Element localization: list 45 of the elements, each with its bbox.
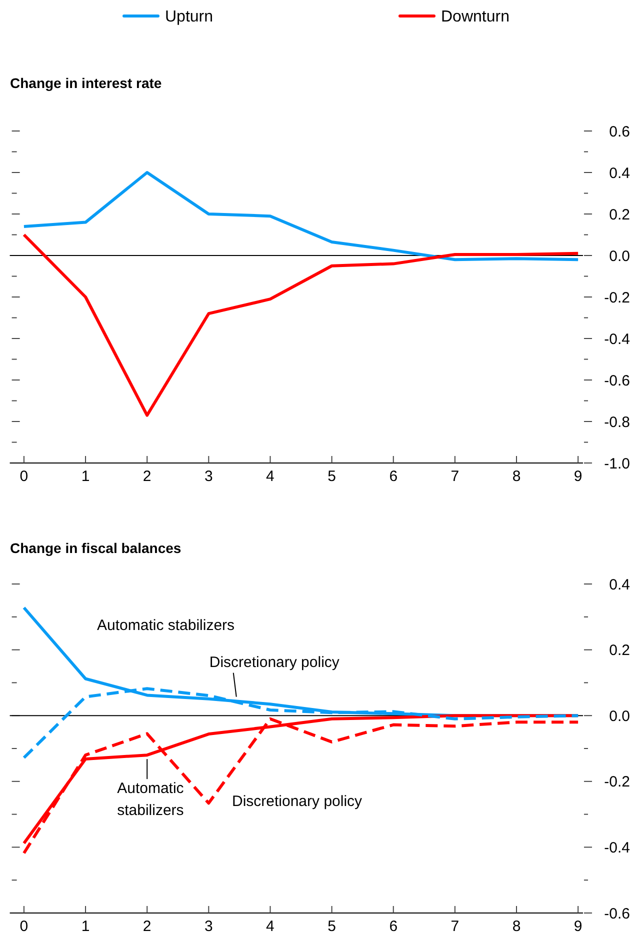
x-tick-label: 2 [142,918,152,935]
chart-title: Change in fiscal balances [10,540,182,556]
y-tick-label: -0.6 [604,905,630,922]
chart-title: Change in interest rate [10,75,162,91]
y-tick-label: 0.2 [609,642,630,660]
y-tick-label: 0.0 [609,708,630,725]
x-tick-label: 5 [328,918,336,935]
y-tick-label: -0.4 [604,839,630,856]
x-tick-label: 7 [450,918,460,935]
y-tick-label: 0.4 [609,164,630,182]
x-tick-label: 9 [574,918,582,935]
x-tick-label: 8 [512,468,521,485]
y-tick-label: -0.2 [604,774,630,791]
x-tick-label: 0 [20,468,28,485]
annotation: Automatic stabilizers [97,617,235,634]
x-tick-label: 3 [204,468,213,485]
x-tick-label: 9 [574,468,582,485]
annotation: Automatic stabilizers [117,780,184,820]
y-tick-label: 0.0 [609,248,630,265]
x-tick-label: 4 [266,918,274,935]
y-tick-label: -0.8 [604,414,630,431]
x-tick-label: 3 [204,918,213,935]
x-tick-label: 7 [450,468,460,485]
legend-label: Downturn [441,8,510,26]
y-tick-label: -0.4 [604,330,630,348]
x-tick-label: 2 [142,468,152,485]
line-series [22,233,580,417]
x-tick-label: 0 [20,918,28,935]
x-tick-label: 5 [328,468,336,485]
x-tick-label: 8 [512,918,521,935]
x-tick-label: 4 [266,468,274,485]
x-tick-label: 6 [389,918,398,935]
y-tick-label: 0.6 [609,123,630,140]
legend-label: Upturn [165,8,214,26]
line-series [22,171,580,262]
y-tick-label: -0.6 [604,372,630,390]
y-tick-label: 0.2 [609,206,630,224]
y-tick-label: 0.4 [609,576,630,594]
annotation: Discretionary policy [209,654,340,671]
annotation: Discretionary policy [232,793,363,810]
y-tick-label: -0.2 [604,289,630,306]
y-tick-label: -1.0 [604,455,630,472]
x-tick-label: 1 [81,468,90,485]
x-tick-label: 1 [81,918,90,935]
x-tick-label: 6 [389,468,398,485]
